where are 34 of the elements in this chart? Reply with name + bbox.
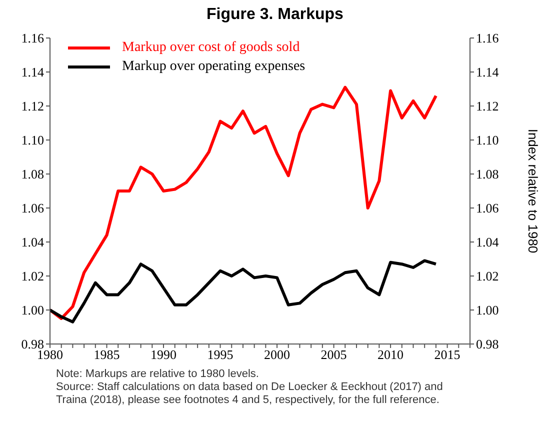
y2-tick-label: 1.06 bbox=[476, 200, 500, 216]
y2-tick-label: 1.10 bbox=[476, 132, 499, 148]
y-tick-label: 1.06 bbox=[21, 200, 44, 216]
y2-tick-label: 1.00 bbox=[476, 302, 499, 318]
y-tick-label: 1.08 bbox=[21, 166, 44, 182]
x-tick-label: 2000 bbox=[264, 347, 290, 362]
y-tick-label: 1.00 bbox=[21, 302, 44, 318]
x-tick-label: 1995 bbox=[207, 347, 234, 362]
y-tick-label: 1.02 bbox=[21, 268, 44, 284]
y2-tick-label: 1.02 bbox=[476, 268, 499, 284]
x-tick-label: 2010 bbox=[378, 347, 404, 362]
y2-tick-label: 1.12 bbox=[476, 98, 499, 114]
source-note: Source: Staff calculations on data based on De Loecker & Eeckhout (2017) and Traina (2018), please see footnotes 4 and 5, respectively, for the full reference. bbox=[56, 381, 444, 407]
x-tick-label: 2005 bbox=[320, 347, 347, 362]
y2-tick-label: 0.98 bbox=[476, 336, 499, 352]
y2-tick-label: 1.08 bbox=[476, 166, 499, 182]
y2-tick-label: 1.16 bbox=[476, 30, 500, 46]
y-tick-label: 1.10 bbox=[21, 132, 44, 148]
y2-tick-label: 1.04 bbox=[476, 234, 500, 250]
legend-label: Markup over cost of goods sold bbox=[122, 40, 300, 56]
y-tick-label: 1.14 bbox=[21, 64, 44, 80]
y-tick-label: 1.16 bbox=[21, 30, 44, 46]
line-series bbox=[50, 86, 438, 320]
legend-label: Markup over operating expenses bbox=[122, 58, 306, 74]
y-tick-label: 1.04 bbox=[21, 234, 44, 250]
x-tick-label: 1985 bbox=[94, 347, 120, 362]
text: Note: Markups are relative to 1980 levels. bbox=[56, 368, 260, 381]
x-tick-label: 2015 bbox=[434, 347, 460, 362]
y-tick-label: 1.12 bbox=[21, 98, 44, 114]
chart-title: Figure 3. Markups bbox=[206, 6, 344, 25]
y2-axis-title: Index relative to 1980 bbox=[525, 128, 540, 254]
line-series bbox=[50, 259, 438, 324]
x-tick-label: 1990 bbox=[150, 347, 177, 362]
y2-tick-label: 1.14 bbox=[476, 64, 500, 80]
